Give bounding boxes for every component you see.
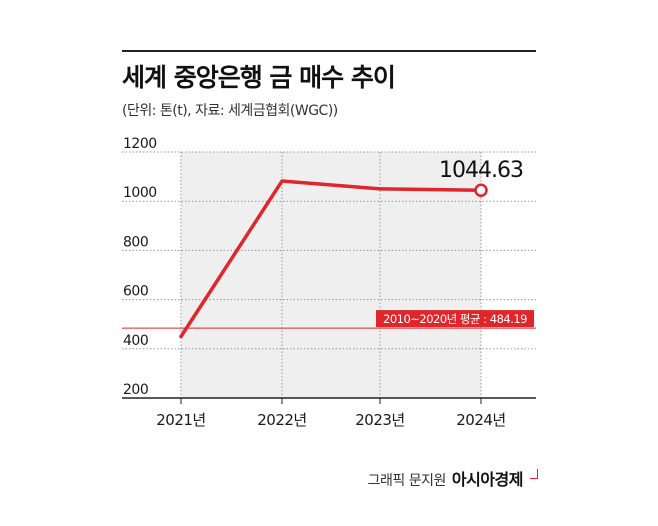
x-tick-label: 2023년 [355,411,404,429]
x-tick-label: 2024년 [456,411,505,429]
y-tick-label: 600 [123,284,148,300]
y-tick-label: 200 [123,382,148,398]
footer: 그래픽 문지원 아시아경제 [368,466,538,490]
chart-subtitle: (단위: 톤(t), 자료: 세계금협회(WGC)) [122,103,338,119]
y-tick-label: 400 [123,333,148,349]
x-tick-label: 2021년 [156,411,205,429]
graphic-credit: 그래픽 문지원 [367,473,447,489]
reference-line-label: 2010~2020년 평균 : 484.19 [383,312,527,326]
x-tick-label: 2022년 [257,411,306,429]
chart-title: 세계 중앙은행 금 매수 추이 [122,63,396,92]
top-rule [122,50,536,52]
brand-mark-icon [530,469,538,479]
y-tick-label: 1000 [123,185,157,201]
y-tick-label: 800 [123,234,148,250]
brand-logo: 아시아경제 [451,470,524,489]
last-value-label: 1044.63 [439,158,523,183]
series-line [179,179,483,339]
last-point-marker [474,183,488,197]
y-tick-label: 1200 [123,136,157,152]
plot-area-band [181,152,481,398]
reference-label-box [376,310,534,328]
